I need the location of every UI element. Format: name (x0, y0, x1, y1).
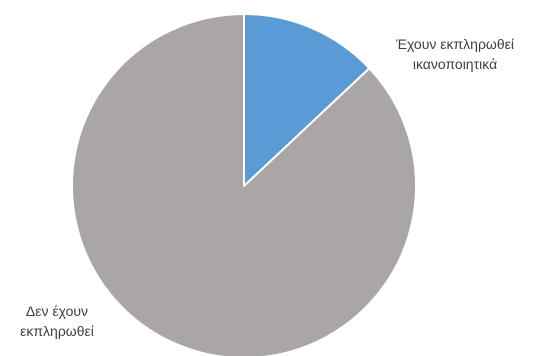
pie-slices (70, 13, 417, 356)
slice-label-line: ικανοποιητικά (413, 56, 497, 72)
pie-slice-1 (243, 13, 371, 187)
slice-label-line: Έχουν εκπληρωθεί (395, 36, 514, 52)
slice-label-line: εκπληρωθεί (20, 323, 94, 339)
slice-label-line: Δεν έχουν (26, 303, 88, 319)
slice-label-1: Έχουν εκπληρωθεί ικανοποιητικά (395, 36, 514, 72)
pie-labels: Έχουν εκπληρωθεί ικανοποιητικά Δεν έχουν εκ… (20, 36, 514, 339)
slice-label-2: Δεν έχουν εκπληρωθεί (20, 303, 94, 339)
pie-slice-2 (70, 13, 417, 356)
